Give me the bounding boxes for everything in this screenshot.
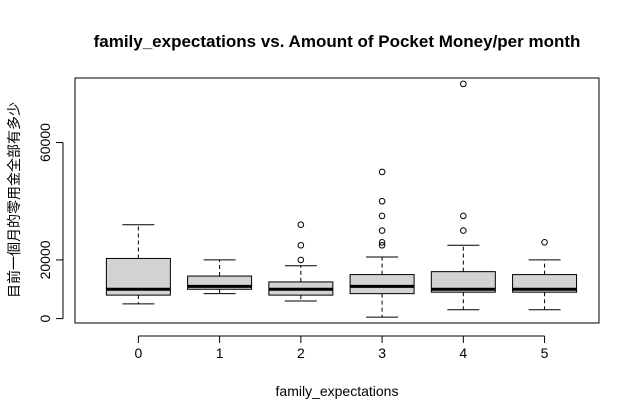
outlier-point [378, 168, 386, 176]
box-group-3 [349, 168, 415, 318]
box-iqr [430, 271, 496, 293]
outlier-point [297, 256, 305, 264]
outlier-point [378, 197, 386, 205]
outlier-point [541, 239, 548, 246]
boxes-layer [105, 80, 578, 318]
box-group-5 [512, 239, 578, 311]
y-tick-label: 0 [37, 314, 53, 322]
chart-title: family_expectations vs. Amount of Pocket… [94, 32, 581, 51]
outlier-point [378, 227, 386, 234]
plot-frame [74, 77, 600, 324]
x-tick-label: 3 [378, 345, 386, 361]
x-tick-label: 0 [134, 345, 142, 361]
outlier-point [297, 241, 305, 249]
outlier-point [378, 239, 386, 246]
y-axis-label: 目前一個月的零用金全部有多少 [6, 102, 23, 298]
outlier-point [378, 212, 386, 220]
box-group-1 [187, 259, 253, 295]
box-group-0 [105, 224, 171, 305]
outlier-point [460, 80, 467, 88]
outlier-point [460, 227, 467, 234]
box-iqr [349, 274, 415, 295]
x-tick-label: 5 [541, 345, 549, 361]
box-group-4 [430, 80, 496, 311]
x-axis-label: family_expectations [276, 383, 399, 399]
x-tick-label: 4 [459, 345, 467, 361]
outlier-point [460, 212, 467, 220]
x-tick-label: 2 [297, 345, 305, 361]
y-tick-label: 60000 [37, 123, 53, 162]
x-tick-label: 1 [216, 345, 224, 361]
x-axis: 0 1 2 3 4 5 [134, 335, 549, 361]
outlier-point [297, 221, 305, 229]
y-tick-label: 20000 [37, 240, 53, 279]
outlier-point [378, 241, 386, 249]
y-axis: 0 20000 60000 [37, 123, 64, 322]
box-group-2 [268, 221, 334, 302]
